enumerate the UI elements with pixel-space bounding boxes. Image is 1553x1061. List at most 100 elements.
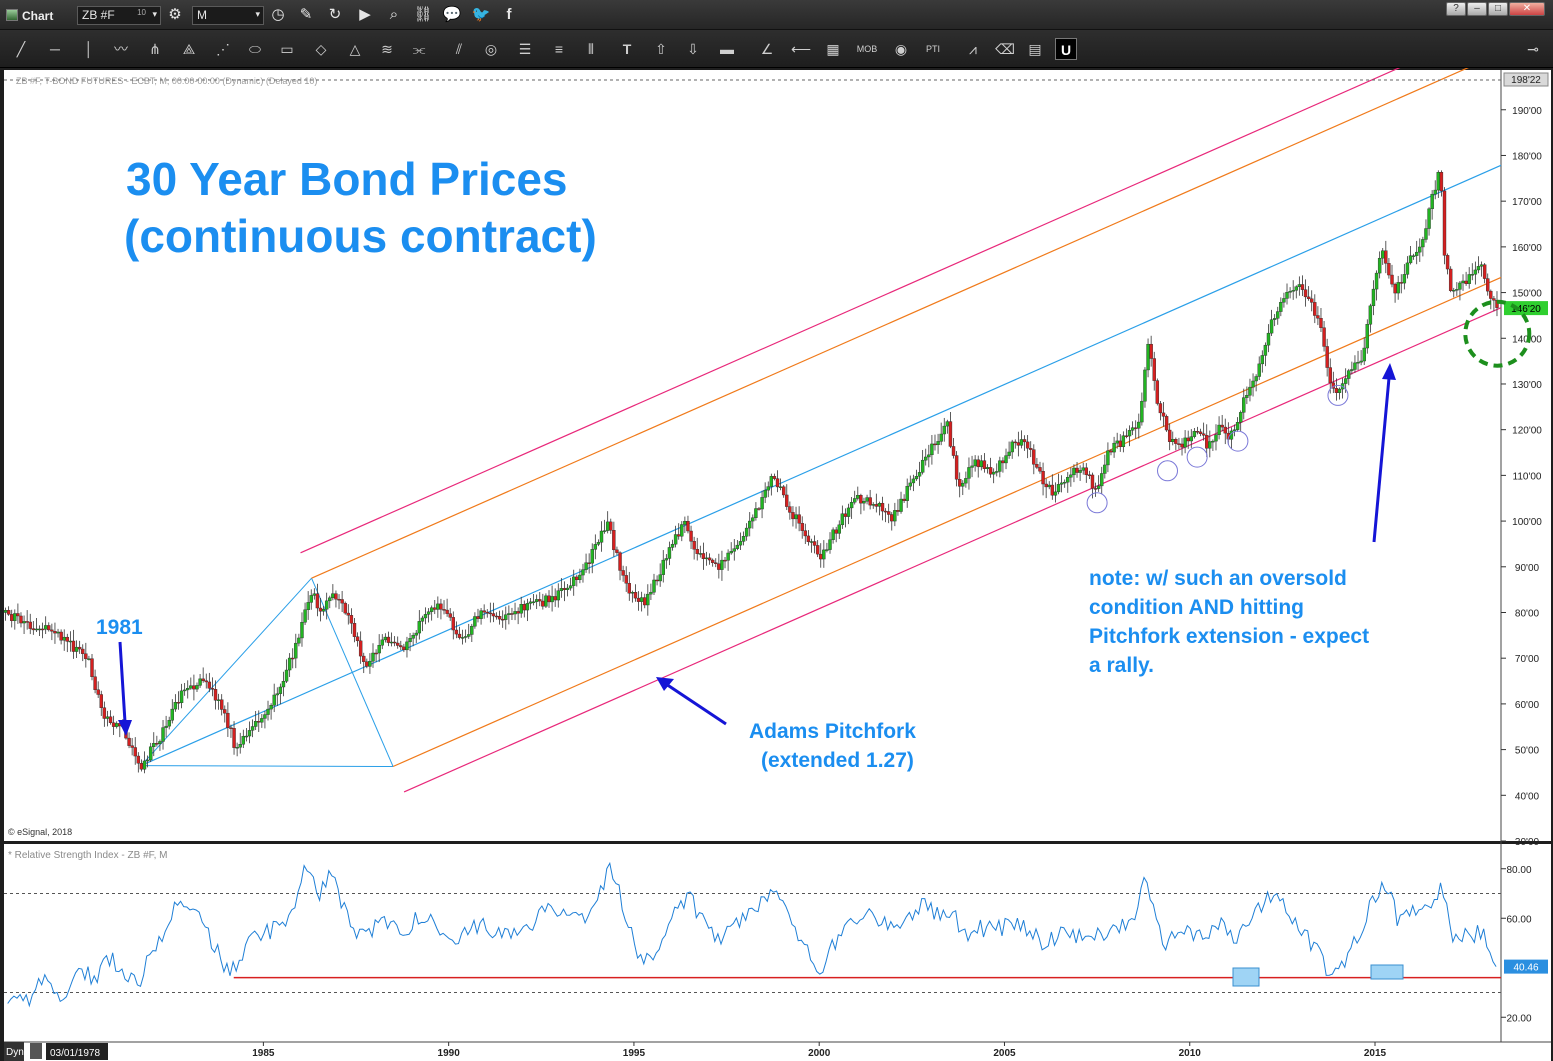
symbol-input[interactable]: ZB #F 10 ▾ — [77, 6, 161, 25]
parallel-lines-tool-icon[interactable]: ⫽ — [455, 41, 463, 57]
magnet-tool-icon[interactable]: U — [1055, 38, 1077, 60]
facebook-icon[interactable]: f — [506, 6, 512, 23]
lines-tool-icon[interactable]: ≡ — [554, 41, 564, 57]
candle-body — [1359, 360, 1363, 363]
price-candle — [263, 710, 267, 729]
candle-body — [559, 588, 564, 591]
candle-body — [991, 471, 996, 475]
channel-tool-icon[interactable]: ≋ — [381, 41, 393, 57]
candle-body — [831, 529, 835, 540]
rsi-line — [7, 861, 1497, 1008]
comment-icon[interactable]: 💬 — [442, 6, 462, 23]
time-zones-tool-icon[interactable]: ⦀ — [587, 41, 595, 57]
close-window-button[interactable]: ✕ — [1509, 2, 1545, 16]
wave-tool-icon[interactable]: ⫘ — [412, 41, 426, 57]
eraser-tool-icon[interactable]: ⌫ — [995, 41, 1015, 57]
candle-body — [584, 562, 588, 570]
candle-body — [287, 657, 292, 671]
zigzag-tool-icon[interactable]: 〰 — [114, 41, 128, 57]
chart-area[interactable]: ZB #F, T-BOND FUTURES - ECBT, M, 00:00-0… — [0, 68, 1553, 1061]
arrow-up-tool-icon[interactable]: ⇧ — [655, 41, 667, 57]
play-icon[interactable]: ▶ — [359, 6, 371, 23]
clock-icon[interactable]: ◷ — [271, 6, 285, 23]
angle-tool-icon[interactable]: ∠ — [760, 41, 774, 57]
price-candle — [235, 742, 239, 757]
price-candle — [806, 530, 811, 546]
ellipse-tool-icon[interactable]: ⬭ — [249, 41, 261, 57]
note-arrow-head — [1382, 363, 1396, 380]
dyn-badge[interactable] — [4, 1042, 24, 1061]
rectangle-tool-icon[interactable]: ▭ — [280, 41, 294, 57]
line-tool-icon[interactable]: ╱ — [16, 41, 26, 57]
help-window-button[interactable]: ? — [1446, 2, 1466, 16]
price-candle — [368, 653, 372, 674]
interval-dropdown-icon[interactable]: ▾ — [255, 9, 260, 19]
time-axis[interactable] — [4, 1042, 1551, 1061]
candle-body — [930, 443, 934, 456]
price-candle — [1356, 350, 1360, 371]
price-candle — [525, 598, 530, 622]
candle-body — [1115, 440, 1119, 444]
symbol-dropdown-icon[interactable]: ▾ — [152, 9, 157, 19]
rsi-axis[interactable] — [1501, 844, 1551, 1042]
candle-body — [676, 534, 681, 537]
maximize-window-button[interactable]: □ — [1488, 2, 1508, 16]
candle-body — [1235, 422, 1240, 430]
candle-body — [1106, 450, 1110, 466]
grid-tool-icon[interactable]: ▦ — [826, 41, 840, 57]
price-candle — [914, 469, 919, 481]
arrow-down-tool-icon[interactable]: ⇩ — [687, 41, 699, 57]
horizontal-line-tool-icon[interactable]: ─ — [50, 41, 60, 57]
triangle-tool-icon[interactable]: △ — [349, 41, 361, 57]
candle-body — [22, 621, 26, 624]
candle-body — [247, 730, 252, 737]
refresh-icon[interactable]: ↻ — [328, 6, 342, 23]
pti-tool-icon[interactable]: PTI — [925, 44, 940, 54]
elliott-tool-icon[interactable]: ⩘ — [969, 41, 977, 57]
fan-tool-icon[interactable]: ⋰ — [216, 41, 230, 57]
diamond-tool-icon[interactable]: ◇ — [315, 41, 327, 57]
toolbar-options-icon[interactable]: ⊸ — [1527, 41, 1539, 57]
highlight-tool-icon[interactable]: ▬ — [720, 41, 734, 57]
candle-body — [192, 685, 196, 690]
price-candle — [1121, 431, 1126, 453]
price-candle — [1272, 314, 1277, 327]
price-candle — [766, 481, 770, 498]
arrow-tool-icon[interactable]: ⟵ — [790, 41, 812, 57]
time-tick-label: 2010 — [1179, 1048, 1202, 1059]
fibonacci-tool-icon[interactable]: ☰ — [518, 41, 532, 57]
pencil-icon[interactable]: ✎ — [299, 6, 313, 23]
target-tool-icon[interactable]: ◎ — [484, 41, 498, 57]
pitchfork-tool-icon[interactable]: ⋔ — [149, 41, 161, 57]
candle-body — [1192, 431, 1197, 437]
mob-tool-icon[interactable]: MOB — [856, 44, 878, 54]
link-icon[interactable]: ⛓ — [413, 6, 433, 23]
price-pane[interactable] — [4, 70, 1501, 841]
gann-fan-tool-icon[interactable]: ⟁ — [182, 41, 196, 57]
candle-body — [216, 699, 221, 701]
eye-tool-icon[interactable]: ◉ — [894, 41, 908, 57]
interval-select[interactable]: M ▾ — [192, 6, 264, 25]
candle-body — [803, 530, 808, 537]
price-candle — [201, 667, 205, 683]
price-candle — [1130, 421, 1135, 436]
price-candle — [995, 463, 999, 477]
price-candle — [927, 444, 931, 468]
vertical-line-tool-icon[interactable]: │ — [84, 41, 94, 57]
chat-tool-icon[interactable]: ▤ — [1028, 41, 1042, 57]
candle-body — [1164, 416, 1169, 431]
candle-body — [680, 524, 684, 537]
candle-body — [602, 530, 607, 532]
twitter-icon[interactable]: 🐦 — [471, 6, 491, 23]
search-icon[interactable]: ⌕ — [389, 6, 399, 23]
text-tool-icon[interactable]: T — [622, 41, 632, 57]
scroll-start-icon[interactable] — [30, 1043, 42, 1059]
price-axis[interactable] — [1501, 70, 1551, 841]
price-candle — [352, 617, 357, 643]
symbol-settings-icon[interactable]: ⚙ — [168, 6, 182, 23]
price-candle — [1282, 292, 1286, 308]
price-candle — [473, 612, 477, 629]
minimize-window-button[interactable]: – — [1467, 2, 1487, 16]
rsi-pane[interactable] — [4, 844, 1501, 1042]
price-candle — [266, 700, 270, 721]
